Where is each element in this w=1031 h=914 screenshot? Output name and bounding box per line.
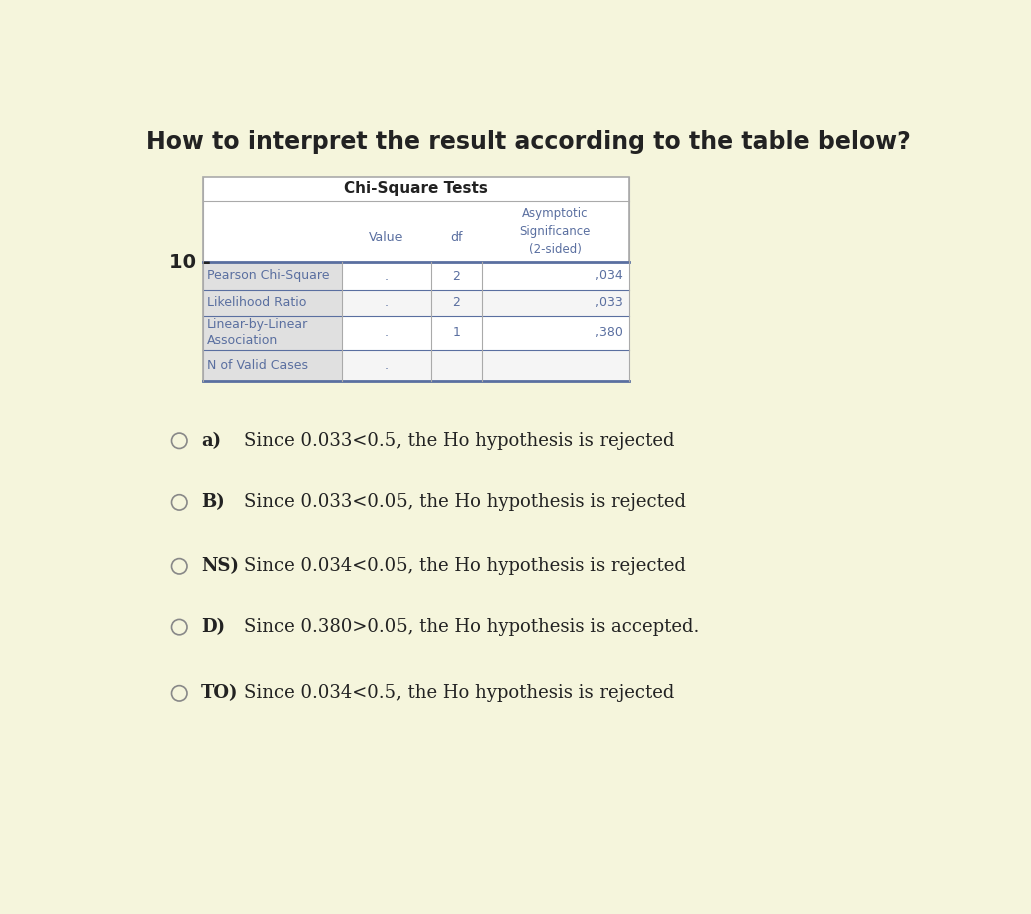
Text: .: . — [385, 359, 389, 372]
Text: Since 0.033<0.05, the Ho hypothesis is rejected: Since 0.033<0.05, the Ho hypothesis is r… — [243, 494, 686, 511]
Text: How to interpret the result according to the table below?: How to interpret the result according to… — [145, 130, 910, 154]
Text: .: . — [385, 270, 389, 282]
Text: D): D) — [201, 618, 225, 636]
Text: ,033: ,033 — [595, 296, 623, 310]
FancyBboxPatch shape — [202, 290, 342, 316]
Text: Since 0.380>0.05, the Ho hypothesis is accepted.: Since 0.380>0.05, the Ho hypothesis is a… — [243, 618, 699, 636]
Text: Linear-by-Linear
Association: Linear-by-Linear Association — [207, 318, 308, 347]
Text: B): B) — [201, 494, 225, 511]
Text: ,034: ,034 — [595, 270, 623, 282]
Text: Asymptotic
Significance
(2-sided): Asymptotic Significance (2-sided) — [520, 207, 591, 256]
Text: TO): TO) — [201, 685, 238, 702]
Text: N of Valid Cases: N of Valid Cases — [207, 359, 308, 372]
Text: Since 0.033<0.5, the Ho hypothesis is rejected: Since 0.033<0.5, the Ho hypothesis is re… — [243, 431, 674, 450]
Text: Since 0.034<0.05, the Ho hypothesis is rejected: Since 0.034<0.05, the Ho hypothesis is r… — [243, 558, 686, 575]
Text: Value: Value — [369, 231, 404, 244]
Text: 1: 1 — [453, 326, 460, 339]
FancyBboxPatch shape — [202, 262, 342, 290]
FancyBboxPatch shape — [342, 262, 629, 290]
Text: .: . — [385, 326, 389, 339]
Text: 2: 2 — [453, 270, 460, 282]
Text: Pearson Chi-Square: Pearson Chi-Square — [207, 270, 330, 282]
Text: ,380: ,380 — [595, 326, 623, 339]
FancyBboxPatch shape — [202, 177, 629, 381]
FancyBboxPatch shape — [342, 290, 629, 316]
Text: Likelihood Ratio: Likelihood Ratio — [207, 296, 306, 310]
Text: NS): NS) — [201, 558, 239, 575]
Text: Chi-Square Tests: Chi-Square Tests — [343, 182, 488, 197]
Text: Since 0.034<0.5, the Ho hypothesis is rejected: Since 0.034<0.5, the Ho hypothesis is re… — [243, 685, 674, 702]
FancyBboxPatch shape — [342, 350, 629, 381]
FancyBboxPatch shape — [202, 316, 342, 350]
Text: 2: 2 — [453, 296, 460, 310]
Text: .: . — [385, 296, 389, 310]
FancyBboxPatch shape — [342, 316, 629, 350]
FancyBboxPatch shape — [202, 350, 342, 381]
Text: a): a) — [201, 431, 221, 450]
Text: 10 -: 10 - — [169, 252, 211, 271]
Text: df: df — [451, 231, 463, 244]
